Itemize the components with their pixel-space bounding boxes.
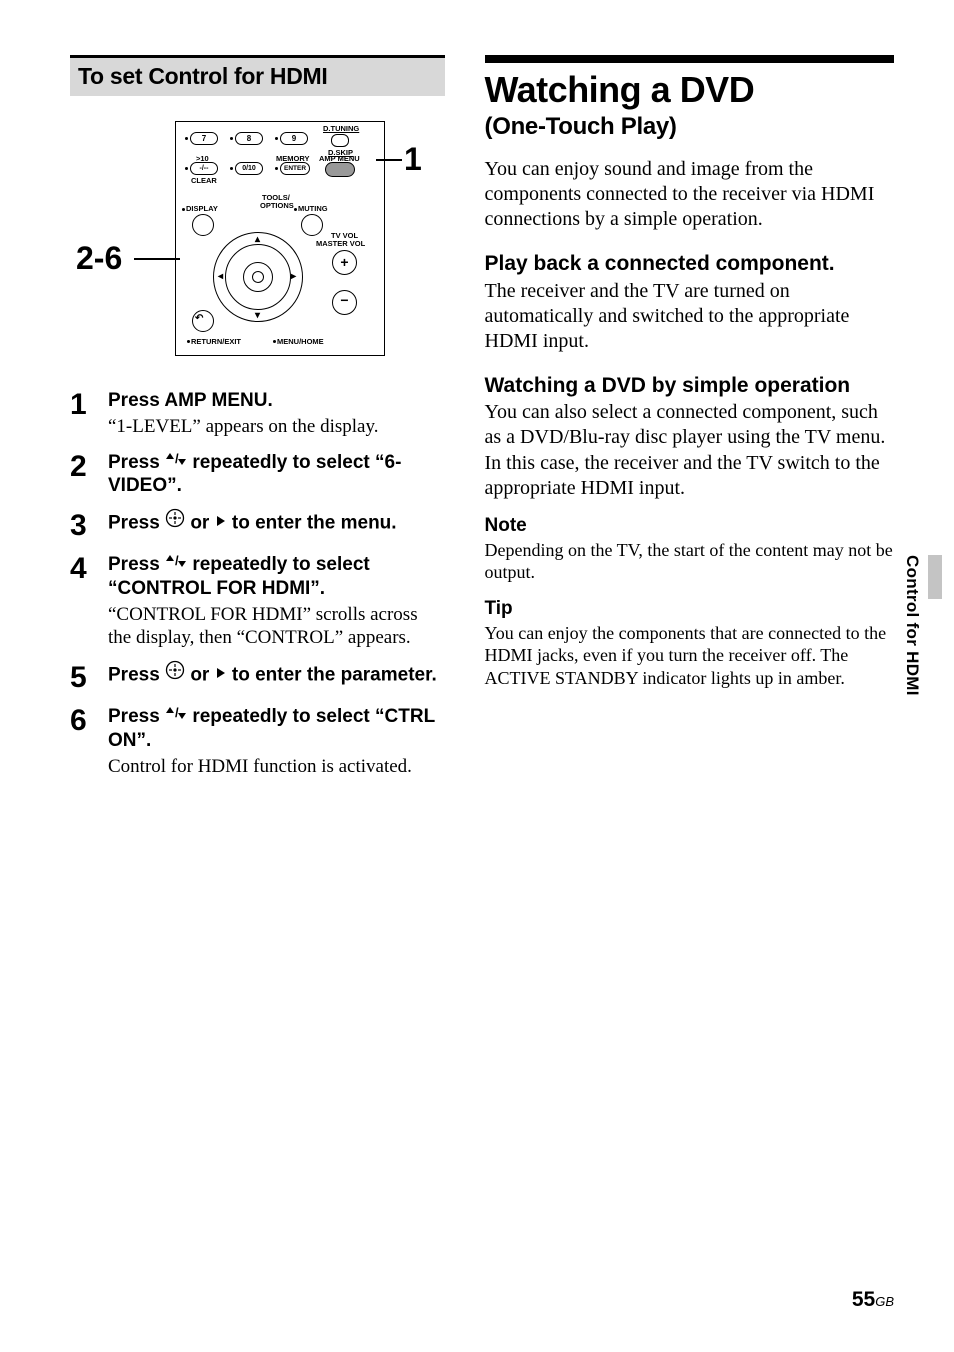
callout-indicator-2-6: 2-6 [76,240,122,277]
enter-icon [165,508,185,535]
step-text: Control for HDMI function is activated. [108,755,445,779]
step-3: 3 Press or to enter the menu. [70,510,445,541]
step-number: 5 [70,662,108,693]
up-down-icon: / [165,449,187,473]
step-1: 1 Press AMP MENU. “1-LEVEL” appears on t… [70,389,445,439]
step-text: “CONTROL FOR HDMI” scrolls across the di… [108,603,445,651]
step-title: Press / repeatedly to select “CONTROL FO… [108,553,445,601]
enter-icon [165,660,185,687]
step-number: 1 [70,389,108,439]
step-number: 2 [70,451,108,499]
page-subtitle: (One-Touch Play) [485,113,894,141]
step-number: 3 [70,510,108,541]
step-4: 4 Press / repeatedly to select “CONTROL … [70,553,445,650]
up-down-icon: / [165,551,187,575]
remote-diagram: 1 2-6 7 8 9 D.TUNING D.SKIP >10 -/-- CLE… [70,111,430,371]
heading-watching-dvd: Watching a DVD by simple operation [485,374,894,398]
note-label: Note [485,515,894,537]
callout-indicator-1: 1 [404,141,422,178]
step-text: “1-LEVEL” appears on the display. [108,415,445,439]
side-tab-label: Control for HDMI [902,555,922,696]
intro-text: You can enjoy sound and image from the c… [485,157,894,233]
page-number: 55GB [852,1288,894,1312]
tip-label: Tip [485,598,894,620]
body-text: You can also select a connected componen… [485,400,894,501]
up-down-icon: / [165,703,187,727]
step-5: 5 Press or to enter the parameter. [70,662,445,693]
note-text: Depending on the TV, the start of the co… [485,539,894,584]
right-arrow-icon [215,662,227,686]
right-arrow-icon [215,510,227,534]
step-title: Press or to enter the parameter. [108,662,445,689]
step-title: Press AMP MENU. [108,389,445,413]
body-text: The receiver and the TV are turned on au… [485,279,894,355]
side-tab-indicator [928,555,942,599]
step-title: Press / repeatedly to select “CTRL ON”. [108,705,445,753]
procedure-steps: 1 Press AMP MENU. “1-LEVEL” appears on t… [70,389,445,779]
page-title: Watching a DVD [485,55,894,109]
step-number: 4 [70,553,108,650]
step-number: 6 [70,705,108,778]
tip-text: You can enjoy the components that are co… [485,622,894,690]
step-6: 6 Press / repeatedly to select “CTRL ON”… [70,705,445,778]
heading-playback: Play back a connected component. [485,252,894,276]
step-title: Press or to enter the menu. [108,510,445,537]
section-heading: To set Control for HDMI [70,55,445,96]
step-2: 2 Press / repeatedly to select “6-VIDEO”… [70,451,445,499]
step-title: Press / repeatedly to select “6-VIDEO”. [108,451,445,499]
